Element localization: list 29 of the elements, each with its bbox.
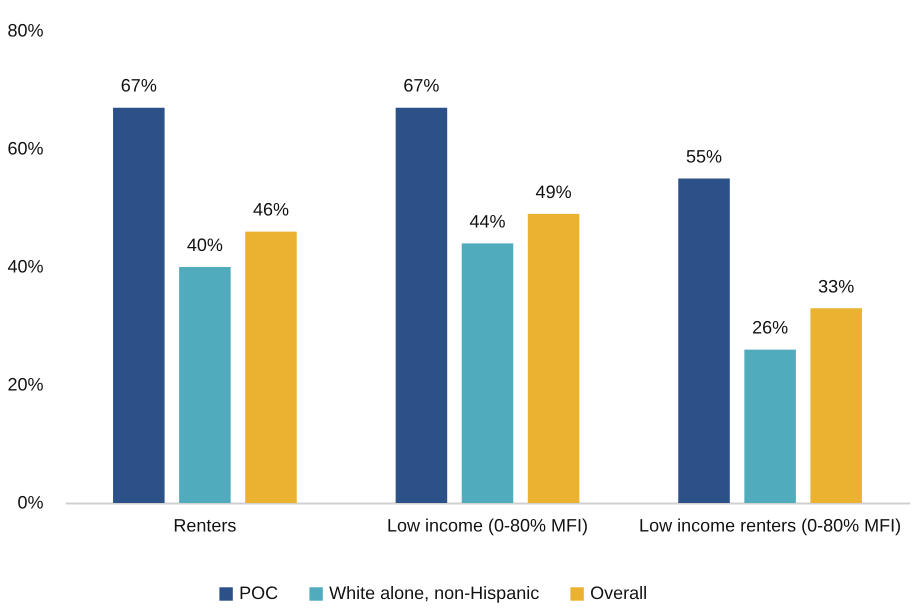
x-tick-label: Low income renters (0-80% MFI) [639,516,902,536]
data-label: 40% [186,235,223,255]
data-label: 26% [752,318,788,338]
x-tick-label: Renters [173,516,236,536]
data-label: 67% [403,76,440,96]
data-label: 67% [120,76,157,96]
bar [528,214,580,503]
legend-label: POC [239,583,278,603]
y-tick-label: 20% [7,374,44,394]
bar [245,232,297,503]
bar [179,267,231,503]
data-label: 46% [252,200,289,220]
bar [678,178,730,503]
x-tick-label: Low income (0-80% MFI) [386,516,588,536]
bar [462,243,514,503]
bar [113,108,165,503]
data-label: 44% [469,211,506,232]
bar [810,308,862,503]
y-tick-label: 80% [7,20,44,40]
bar [744,350,796,503]
y-tick-label: 0% [17,492,44,512]
data-label: 55% [686,146,722,166]
data-label: 49% [536,182,572,202]
bar [396,108,448,503]
legend-label: Overall [590,583,648,603]
y-tick-label: 60% [7,138,44,158]
y-tick-label: 40% [7,256,44,276]
legend-label: White alone, non-Hispanic [329,583,540,603]
data-label: 33% [818,276,854,296]
